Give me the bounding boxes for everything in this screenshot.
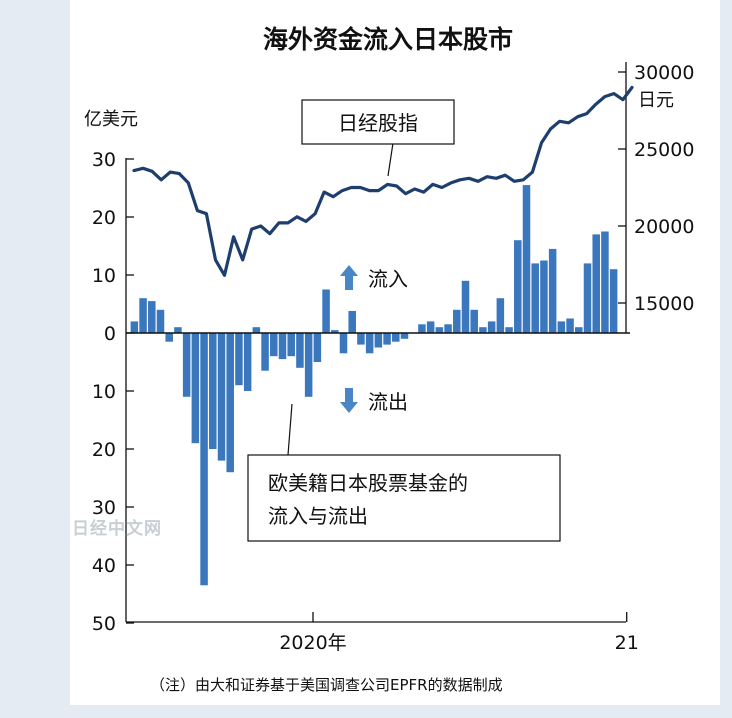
flow-bar — [304, 333, 313, 397]
flow-bar — [252, 327, 261, 333]
chart-note: （注）由大和证券基于美国调查公司EPFR的数据制成 — [150, 676, 503, 694]
flow-bar — [209, 333, 217, 449]
outflow-marker: 流出 — [340, 388, 408, 414]
right-tick-label: 15000 — [634, 293, 694, 315]
left-tick-label: 0 — [104, 323, 116, 345]
flow-bar — [540, 260, 548, 333]
flow-bar — [322, 289, 330, 333]
flow-bar — [514, 240, 522, 333]
flow-bar — [453, 309, 461, 333]
left-axis-unit: 亿美元 — [84, 109, 138, 130]
flow-bar — [217, 333, 226, 461]
flow-bar — [165, 333, 173, 342]
flow-bar — [148, 301, 156, 333]
nikkei-line — [132, 85, 634, 277]
down-arrow-icon — [340, 388, 358, 413]
nikkei-callout-leader — [387, 142, 394, 177]
outflow-label: 流出 — [368, 390, 408, 414]
flow-bar — [522, 185, 531, 333]
fund-callout-box — [247, 454, 561, 542]
left-tick-label: 20 — [92, 207, 116, 229]
flow-bar — [331, 330, 339, 333]
flow-bar — [601, 231, 609, 333]
flow-bar — [182, 333, 191, 397]
left-tick-label: 40 — [92, 555, 116, 577]
flow-bar — [487, 321, 496, 333]
nikkei-callout-label: 日经股指 — [338, 111, 418, 135]
flow-bar — [548, 248, 557, 333]
flow-bar — [418, 324, 426, 333]
right-tick-label: 25000 — [634, 139, 694, 161]
flow-bar — [226, 333, 234, 473]
flow-bar — [174, 327, 182, 333]
fund-callout-line1: 欧美籍日本股票基金的 — [268, 471, 468, 495]
flow-bar — [496, 298, 505, 333]
flow-bar — [130, 321, 139, 333]
left-tick-label: 10 — [92, 381, 116, 403]
fund-callout-leader — [287, 403, 293, 456]
flow-bar — [566, 318, 574, 333]
flow-bars — [130, 185, 618, 586]
flow-bar — [435, 327, 444, 333]
flow-bar — [383, 333, 391, 345]
flow-bar — [287, 333, 295, 357]
flow-bar — [505, 327, 513, 333]
inflow-marker: 流入 — [340, 265, 408, 291]
flow-bar — [531, 263, 539, 333]
flow-bar — [479, 327, 487, 333]
flow-bar — [400, 333, 409, 339]
flow-bar — [339, 333, 348, 354]
chart-title: 海外资金流入日本股市 — [263, 25, 513, 54]
right-tick-label: 20000 — [634, 216, 694, 238]
right-tick-label: 30000 — [634, 62, 694, 84]
flow-bar — [278, 333, 287, 360]
flow-bar — [235, 333, 243, 386]
nikkei-line-group — [132, 85, 634, 277]
nikkei-callout-box — [301, 99, 455, 145]
flow-bar — [444, 324, 452, 333]
flow-bar — [200, 333, 208, 586]
chart-card: 海外资金流入日本股市 亿美元 日元 30 20 10 0 10 20 30 40 50 30000… — [70, 0, 720, 705]
flow-bar — [470, 309, 478, 333]
flow-bar — [243, 333, 252, 391]
flow-bar — [191, 333, 200, 444]
left-tick-label: 30 — [92, 497, 116, 519]
flow-bar — [592, 234, 600, 333]
fund-callout: 欧美籍日本股票基金的 流入与流出 — [247, 403, 561, 542]
axes: 30 20 10 0 10 20 30 40 50 30000 25000 20000 15000 202… — [92, 62, 694, 654]
flow-bar — [313, 333, 322, 362]
right-axis-unit: 日元 — [638, 90, 674, 111]
left-tick-label: 30 — [92, 149, 116, 171]
left-tick-label: 50 — [92, 613, 116, 635]
flow-bar — [261, 333, 269, 371]
x-tick-label: 2020年 — [279, 632, 346, 654]
up-arrow-icon — [340, 265, 358, 290]
flow-bar — [270, 333, 278, 357]
flow-bar — [139, 298, 147, 333]
left-tick-label: 10 — [92, 265, 116, 287]
flow-bar — [609, 269, 618, 333]
flow-bar — [374, 333, 383, 348]
flow-bar — [365, 333, 374, 354]
nikkei-callout: 日经股指 — [301, 99, 455, 177]
x-tick-label: 21 — [615, 632, 639, 654]
watermark: 日经中文网 — [72, 518, 162, 539]
flow-bar — [461, 280, 470, 333]
flow-bar — [557, 321, 566, 333]
flow-bar — [348, 310, 356, 333]
flow-bar — [426, 321, 435, 333]
inflow-label: 流入 — [368, 267, 408, 291]
chart: 海外资金流入日本股市 亿美元 日元 30 20 10 0 10 20 30 40 50 30000… — [72, 25, 694, 694]
flow-bar — [296, 333, 304, 368]
flow-bar — [575, 327, 583, 333]
left-tick-label: 20 — [92, 439, 116, 461]
fund-callout-line2: 流入与流出 — [268, 504, 368, 528]
flow-bar — [392, 333, 400, 342]
flow-bar — [156, 309, 165, 333]
flow-bar — [583, 263, 592, 333]
flow-bar — [357, 333, 365, 345]
